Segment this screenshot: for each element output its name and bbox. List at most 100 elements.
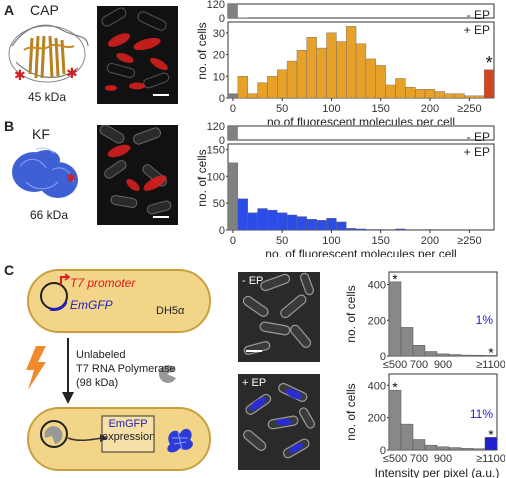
histogram-bar [388, 389, 402, 451]
histogram-bar [267, 76, 278, 99]
expression-label: EmGFP expression [102, 418, 156, 444]
svg-text:✱: ✱ [66, 171, 76, 185]
polymerase-label: Unlabeled T7 RNA Polymerase (98 kDa) [76, 348, 176, 390]
panel-letter-b: B [4, 118, 15, 134]
x-tick-label: ≤500 [383, 453, 407, 465]
protein-label-cap: CAP [30, 2, 59, 18]
panel-letter-c: C [4, 262, 15, 278]
histogram-bar [355, 43, 367, 99]
cap-structure-image: ✱ ✱ [8, 24, 89, 83]
histogram-bar [326, 217, 337, 231]
histogram-bar [316, 220, 327, 231]
svg-text:✱: ✱ [66, 65, 78, 81]
kf-mass-label: 66 kDa [30, 208, 69, 222]
x-tick-label: ≥250 [457, 235, 481, 247]
significance-star: * [392, 379, 398, 395]
significance-star: * [488, 426, 494, 442]
top-y-tick-label: 0 [219, 13, 225, 25]
top-ep-label: - EP [467, 130, 490, 144]
y-tick-label: 200 [368, 315, 386, 327]
x-tick-label: 100 [322, 235, 340, 247]
svg-text:✱: ✱ [14, 67, 26, 83]
histogram-bar [395, 78, 406, 99]
histogram-bar [267, 209, 278, 231]
electroporation-lightning-icon [26, 346, 46, 390]
histogram-bar [336, 221, 347, 231]
y-axis-label: no. of cells [345, 285, 358, 342]
bacterial-cell-top [27, 269, 211, 333]
histogram-bar [472, 355, 486, 357]
top-plot-frame [227, 3, 495, 19]
histogram-bar [424, 351, 438, 357]
histogram-bar [257, 208, 268, 231]
scale-bar [246, 350, 262, 352]
x-tick-label: 700 [410, 453, 428, 465]
histogram-bar [388, 281, 402, 357]
top-bar [228, 126, 238, 140]
x-tick-label: 900 [434, 359, 452, 370]
polymerase-line-1: Unlabeled [76, 349, 126, 361]
x-tick-label: 200 [421, 235, 439, 247]
chart-c-minus: * * 1% 0 200 400 ≤500 700 900 ≥1100 no. of cells [345, 271, 505, 370]
histogram-bar [484, 355, 498, 357]
x-tick-label: ≥1100 [476, 453, 505, 465]
histogram-bar [448, 447, 462, 451]
histogram-bar [375, 65, 386, 99]
histogram-bar [424, 229, 436, 231]
histogram-bar [306, 37, 317, 99]
x-tick-label: 200 [421, 103, 439, 115]
y-tick-label: 100 [207, 171, 225, 183]
percent-label: 11% [470, 407, 493, 421]
histogram-bar [247, 212, 258, 231]
chart-a: 0 120 - EP * 0 10 20 30 + EP 0 50 100 150 200 ≥250no.o… [196, 0, 495, 125]
x-tick-label: 0 [230, 103, 236, 115]
expression-box [101, 415, 155, 453]
histogram-bar [296, 216, 308, 231]
top-y-tick-label: 120 [207, 0, 225, 11]
histogram-bar [454, 93, 465, 99]
histogram-bar [405, 86, 416, 99]
scale-bar [153, 94, 169, 96]
y-tick-label: 400 [368, 280, 386, 292]
top-bar [228, 4, 238, 18]
bottom-ep-label: + EP [464, 145, 490, 159]
x-tick-label: 0 [230, 235, 236, 247]
histogram-bar [436, 353, 450, 357]
x-tick-label: ≥250 [457, 103, 481, 115]
bottom-ep-label: + EP [464, 23, 490, 37]
histogram-bar [444, 93, 455, 99]
scale-bar [153, 216, 169, 218]
expression-word-label: expression [102, 431, 156, 443]
minus-ep-label: - EP [242, 275, 264, 287]
histogram-bar [460, 448, 474, 451]
y-tick-label: 10 [213, 71, 225, 83]
histogram-bar [286, 214, 298, 231]
histogram-bar [227, 162, 239, 231]
plus-ep-label: + EP [242, 377, 267, 389]
y-tick-label: 400 [368, 380, 386, 392]
overflow-bar [483, 69, 495, 99]
histogram-bar [412, 439, 426, 451]
cap-microscopy-image [97, 6, 178, 104]
x-tick-label: 150 [372, 235, 390, 247]
histogram-bar [306, 219, 317, 231]
x-axis-label: Intensity per pixel (a.u.) [375, 466, 500, 478]
expression-schematic [26, 269, 211, 471]
histogram-bar [365, 229, 376, 231]
x-tick-label: ≤500 [383, 359, 407, 370]
x-axis-label: no. of fluorescent molecules per cell [265, 247, 456, 257]
panel-letter-a: A [4, 2, 15, 18]
y-axis-label: no. of cells [196, 22, 209, 79]
histogram-bar [385, 84, 396, 99]
histogram-bar [346, 26, 357, 99]
top-y-tick-label: 120 [207, 122, 225, 133]
histogram-bar [400, 327, 414, 357]
histogram-bar [286, 60, 298, 99]
expression-gene-label: EmGFP [108, 418, 148, 430]
histogram-bar [355, 228, 367, 231]
y-tick-label: 30 [213, 28, 225, 40]
histogram-bar [395, 228, 406, 231]
significance-star: * [392, 271, 398, 287]
cap-mass-label: 45 kDa [28, 90, 67, 104]
